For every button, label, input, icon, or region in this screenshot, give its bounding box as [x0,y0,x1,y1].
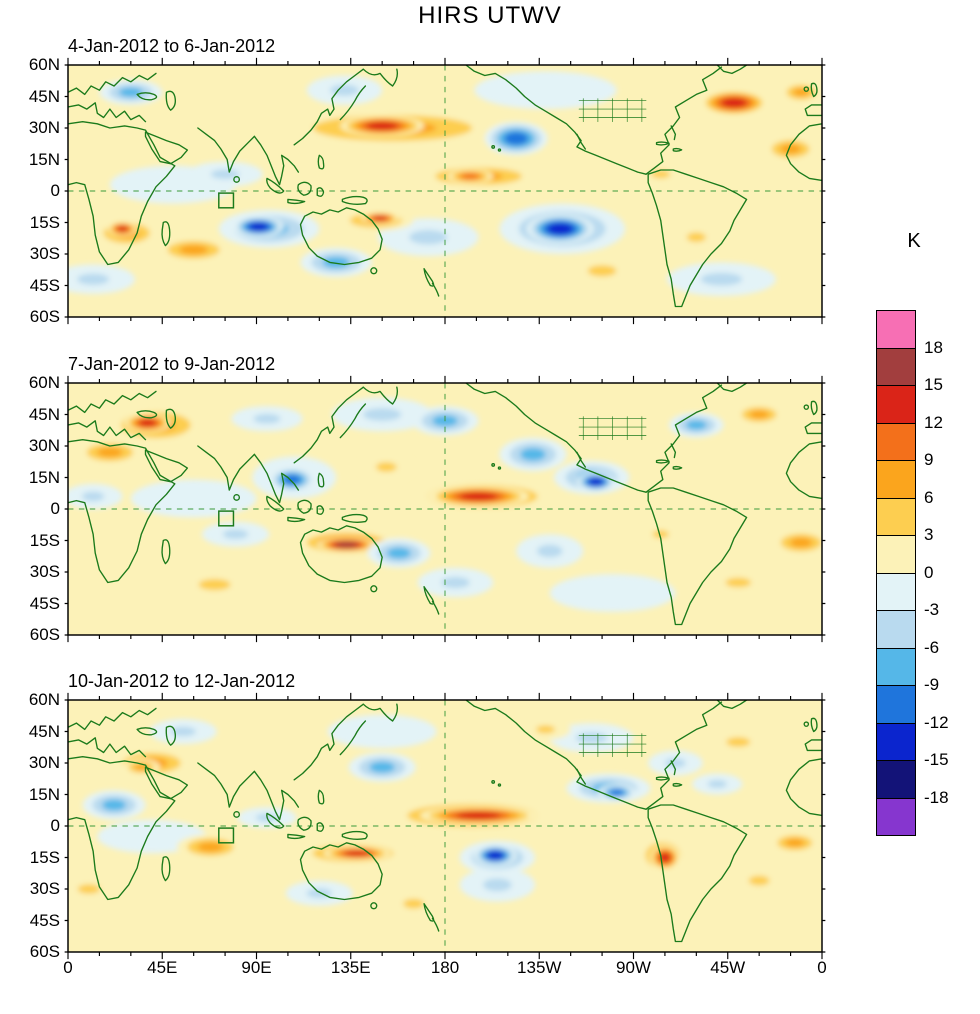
colorbar-tick-label: 15 [924,375,943,394]
lat-tick-label: 45N [28,404,60,424]
anomaly-field [68,397,822,612]
colorbar-tick-label: -12 [924,712,949,732]
lat-tick-label: 0 [50,181,60,200]
coastlines [68,383,822,626]
map-panel-2 [64,375,826,643]
lat-tick-label: 30N [28,753,60,772]
lat-tick-label: 45S [29,275,60,295]
colorbar-tick-label: 12 [924,412,943,432]
colorbar-tick-label: 9 [924,450,934,469]
lat-tick-label: 15N [28,467,60,487]
colorbar-cell [876,385,916,424]
map-panel-1 [64,57,826,325]
equator-dateline-gridlines [68,383,822,635]
us-state-borders [578,733,647,758]
lon-tick-label: 45E [147,958,178,977]
colorbar-unit-label: K [907,230,921,252]
axis-ticks [64,375,826,643]
colorbar-cell [876,647,916,686]
lat-tick-label: 15S [29,212,60,232]
lat-tick-label: 15N [28,149,60,169]
colorbar-tick-label: -15 [924,750,949,769]
axis-ticks [64,57,826,325]
lat-tick-label: 0 [50,816,60,835]
reference-box [218,510,235,527]
equator-dateline-gridlines [68,700,822,952]
lat-tick-label: 45S [29,593,60,613]
lon-tick-label: 0 [817,958,827,977]
lat-tick-label: 60S [29,942,60,961]
colorbar-cell [876,760,916,799]
lat-tick-label: 60N [28,690,60,709]
lat-tick-label: 30N [28,118,60,137]
lat-tick-label: 15S [29,530,60,550]
lat-tick-label: 45S [29,910,60,930]
anomaly-field [68,714,820,917]
panel-1-title: 4-Jan-2012 to 6-Jan-2012 [68,36,276,56]
reference-box [218,192,235,209]
lat-tick-label: 45N [28,721,60,741]
colorbar-tick-label: -6 [924,637,940,657]
lon-tick-label: 90W [616,958,651,977]
panel-3-title: 10-Jan-2012 to 12-Jan-2012 [68,671,296,691]
lat-tick-label: 30N [28,436,60,455]
equator-dateline-gridlines [68,65,822,317]
lon-tick-label: 90E [241,958,272,977]
lon-tick-label: 0 [63,958,73,977]
colorbar-cell [876,347,916,386]
lat-tick-label: 45N [28,86,60,106]
colorbar-cell [876,572,916,611]
lat-tick-label: 15N [28,784,60,804]
colorbar-cell [876,797,916,836]
lat-tick-label: 60N [28,373,60,392]
colorbar-cell [876,422,916,461]
lon-tick-label: 180 [430,958,460,977]
colorbar-tick-label: 18 [924,337,943,357]
map-panel-3 [64,692,826,960]
colorbar [876,310,916,836]
coastlines [68,700,822,943]
lon-tick-label: 135E [330,958,371,977]
coastlines [68,65,822,308]
colorbar-tick-label: 3 [924,525,934,544]
colorbar-cell [876,685,916,724]
lat-tick-label: 60N [28,55,60,74]
colorbar-cell [876,610,916,649]
lat-tick-label: 30S [29,244,60,263]
lat-tick-label: 0 [50,499,60,518]
us-state-borders [578,98,647,123]
lon-tick-label: 135W [517,958,562,977]
colorbar-tick-label: -18 [924,787,949,807]
colorbar-cell [876,497,916,536]
colorbar-tick-label: 6 [924,487,934,507]
colorbar-tick-label: -9 [924,675,940,694]
reference-box [218,827,235,844]
figure-title: HIRS UTWV [418,2,562,29]
lat-tick-label: 15S [29,847,60,867]
lon-tick-label: 45W [710,958,746,977]
lat-tick-label: 60S [29,307,60,326]
lat-tick-label: 60S [29,625,60,644]
colorbar-cell [876,460,916,499]
colorbar-cell [876,722,916,761]
us-state-borders [578,416,647,441]
axis-ticks [64,692,826,960]
colorbar-cell [876,310,916,349]
colorbar-cell [876,535,916,574]
lat-tick-label: 30S [29,879,60,898]
colorbar-tick-label: -3 [924,600,940,619]
panel-2-title: 7-Jan-2012 to 9-Jan-2012 [68,354,276,374]
colorbar-tick-label: 0 [924,562,934,582]
lat-tick-label: 30S [29,562,60,581]
anomaly-field [68,71,822,296]
